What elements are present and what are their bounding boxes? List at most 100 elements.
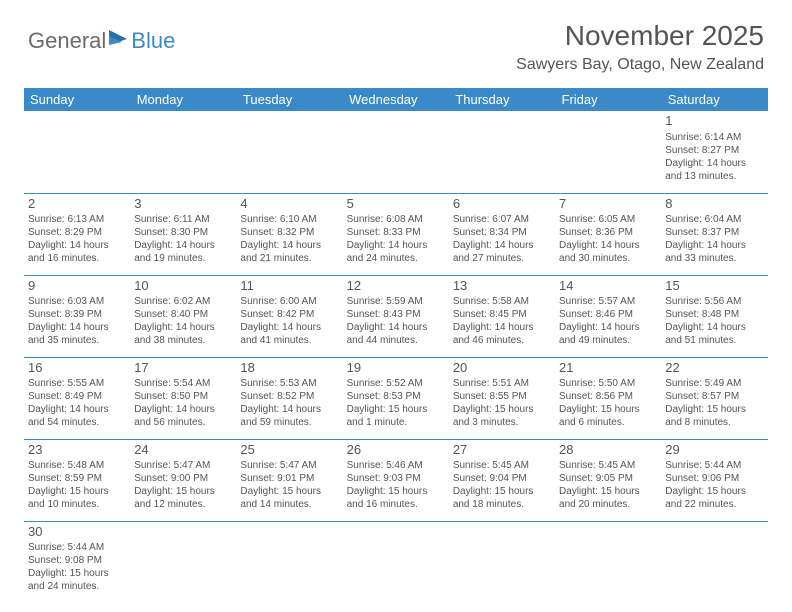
day-number: 24 — [134, 442, 232, 459]
sunset-text: Sunset: 8:52 PM — [240, 390, 338, 403]
day-number: 25 — [240, 442, 338, 459]
sunrise-text: Sunrise: 5:45 AM — [453, 459, 551, 472]
calendar-day: 9Sunrise: 6:03 AMSunset: 8:39 PMDaylight… — [24, 275, 130, 357]
sunset-text: Sunset: 8:42 PM — [240, 308, 338, 321]
sunrise-text: Sunrise: 6:10 AM — [240, 213, 338, 226]
day-header: Friday — [555, 88, 661, 111]
sunrise-text: Sunrise: 6:14 AM — [665, 131, 763, 144]
calendar-day-empty — [449, 111, 555, 193]
sunrise-text: Sunrise: 5:46 AM — [347, 459, 445, 472]
day-number: 8 — [665, 196, 763, 213]
location: Sawyers Bay, Otago, New Zealand — [516, 56, 764, 74]
day-number: 2 — [28, 196, 126, 213]
sunset-text: Sunset: 8:29 PM — [28, 226, 126, 239]
day-number: 26 — [347, 442, 445, 459]
sunrise-text: Sunrise: 5:52 AM — [347, 377, 445, 390]
daylight-text: Daylight: 14 hours and 41 minutes. — [240, 321, 338, 347]
daylight-text: Daylight: 14 hours and 49 minutes. — [559, 321, 657, 347]
calendar-day: 16Sunrise: 5:55 AMSunset: 8:49 PMDayligh… — [24, 357, 130, 439]
day-number: 3 — [134, 196, 232, 213]
calendar-day: 8Sunrise: 6:04 AMSunset: 8:37 PMDaylight… — [661, 193, 767, 275]
daylight-text: Daylight: 15 hours and 14 minutes. — [240, 485, 338, 511]
logo-text-general: General — [28, 28, 106, 54]
day-number: 22 — [665, 360, 763, 377]
calendar-day: 22Sunrise: 5:49 AMSunset: 8:57 PMDayligh… — [661, 357, 767, 439]
day-number: 18 — [240, 360, 338, 377]
sunrise-text: Sunrise: 5:48 AM — [28, 459, 126, 472]
calendar-day-empty — [236, 521, 342, 603]
sunrise-text: Sunrise: 6:13 AM — [28, 213, 126, 226]
calendar-week: 23Sunrise: 5:48 AMSunset: 8:59 PMDayligh… — [24, 439, 768, 521]
daylight-text: Daylight: 14 hours and 44 minutes. — [347, 321, 445, 347]
day-number: 20 — [453, 360, 551, 377]
sunset-text: Sunset: 8:34 PM — [453, 226, 551, 239]
day-number: 7 — [559, 196, 657, 213]
day-number: 27 — [453, 442, 551, 459]
calendar-day-empty — [661, 521, 767, 603]
calendar-day: 30Sunrise: 5:44 AMSunset: 9:08 PMDayligh… — [24, 521, 130, 603]
calendar-day: 2Sunrise: 6:13 AMSunset: 8:29 PMDaylight… — [24, 193, 130, 275]
daylight-text: Daylight: 14 hours and 38 minutes. — [134, 321, 232, 347]
calendar-week: 30Sunrise: 5:44 AMSunset: 9:08 PMDayligh… — [24, 521, 768, 603]
calendar-day: 3Sunrise: 6:11 AMSunset: 8:30 PMDaylight… — [130, 193, 236, 275]
day-number: 4 — [240, 196, 338, 213]
day-number: 29 — [665, 442, 763, 459]
daylight-text: Daylight: 14 hours and 13 minutes. — [665, 157, 763, 183]
daylight-text: Daylight: 14 hours and 56 minutes. — [134, 403, 232, 429]
daylight-text: Daylight: 15 hours and 20 minutes. — [559, 485, 657, 511]
day-number: 16 — [28, 360, 126, 377]
day-number: 9 — [28, 278, 126, 295]
sunset-text: Sunset: 8:53 PM — [347, 390, 445, 403]
sunset-text: Sunset: 9:03 PM — [347, 472, 445, 485]
daylight-text: Daylight: 15 hours and 12 minutes. — [134, 485, 232, 511]
daylight-text: Daylight: 14 hours and 46 minutes. — [453, 321, 551, 347]
sunrise-text: Sunrise: 5:54 AM — [134, 377, 232, 390]
day-number: 6 — [453, 196, 551, 213]
sunset-text: Sunset: 8:39 PM — [28, 308, 126, 321]
sunset-text: Sunset: 8:43 PM — [347, 308, 445, 321]
calendar-day-empty — [24, 111, 130, 193]
daylight-text: Daylight: 14 hours and 19 minutes. — [134, 239, 232, 265]
calendar-day-empty — [343, 521, 449, 603]
calendar-day: 19Sunrise: 5:52 AMSunset: 8:53 PMDayligh… — [343, 357, 449, 439]
logo-text-blue: Blue — [131, 28, 175, 54]
sunrise-text: Sunrise: 5:50 AM — [559, 377, 657, 390]
sunset-text: Sunset: 8:33 PM — [347, 226, 445, 239]
sunrise-text: Sunrise: 5:55 AM — [28, 377, 126, 390]
daylight-text: Daylight: 15 hours and 22 minutes. — [665, 485, 763, 511]
sunrise-text: Sunrise: 5:51 AM — [453, 377, 551, 390]
sunrise-text: Sunrise: 5:44 AM — [28, 541, 126, 554]
calendar-week: 1Sunrise: 6:14 AMSunset: 8:27 PMDaylight… — [24, 111, 768, 193]
day-header: Saturday — [661, 88, 767, 111]
day-header-row: SundayMondayTuesdayWednesdayThursdayFrid… — [24, 88, 768, 111]
calendar-table: SundayMondayTuesdayWednesdayThursdayFrid… — [24, 88, 768, 603]
sunrise-text: Sunrise: 5:47 AM — [240, 459, 338, 472]
sunrise-text: Sunrise: 6:07 AM — [453, 213, 551, 226]
sunrise-text: Sunrise: 6:04 AM — [665, 213, 763, 226]
month-title: November 2025 — [516, 20, 764, 52]
calendar-day-empty — [130, 521, 236, 603]
sunset-text: Sunset: 8:45 PM — [453, 308, 551, 321]
calendar-day-empty — [555, 111, 661, 193]
sunset-text: Sunset: 8:40 PM — [134, 308, 232, 321]
sunrise-text: Sunrise: 6:11 AM — [134, 213, 232, 226]
day-number: 13 — [453, 278, 551, 295]
calendar-head: SundayMondayTuesdayWednesdayThursdayFrid… — [24, 88, 768, 111]
calendar-day: 18Sunrise: 5:53 AMSunset: 8:52 PMDayligh… — [236, 357, 342, 439]
daylight-text: Daylight: 14 hours and 16 minutes. — [28, 239, 126, 265]
sunset-text: Sunset: 8:37 PM — [665, 226, 763, 239]
day-number: 21 — [559, 360, 657, 377]
daylight-text: Daylight: 15 hours and 3 minutes. — [453, 403, 551, 429]
sunrise-text: Sunrise: 5:47 AM — [134, 459, 232, 472]
sunrise-text: Sunrise: 5:59 AM — [347, 295, 445, 308]
daylight-text: Daylight: 15 hours and 8 minutes. — [665, 403, 763, 429]
logo-flag-icon — [109, 28, 131, 46]
sunset-text: Sunset: 8:56 PM — [559, 390, 657, 403]
sunrise-text: Sunrise: 6:00 AM — [240, 295, 338, 308]
sunset-text: Sunset: 8:48 PM — [665, 308, 763, 321]
calendar-day: 23Sunrise: 5:48 AMSunset: 8:59 PMDayligh… — [24, 439, 130, 521]
sunrise-text: Sunrise: 5:57 AM — [559, 295, 657, 308]
sunset-text: Sunset: 8:57 PM — [665, 390, 763, 403]
calendar-week: 2Sunrise: 6:13 AMSunset: 8:29 PMDaylight… — [24, 193, 768, 275]
logo: General Blue — [28, 28, 175, 54]
